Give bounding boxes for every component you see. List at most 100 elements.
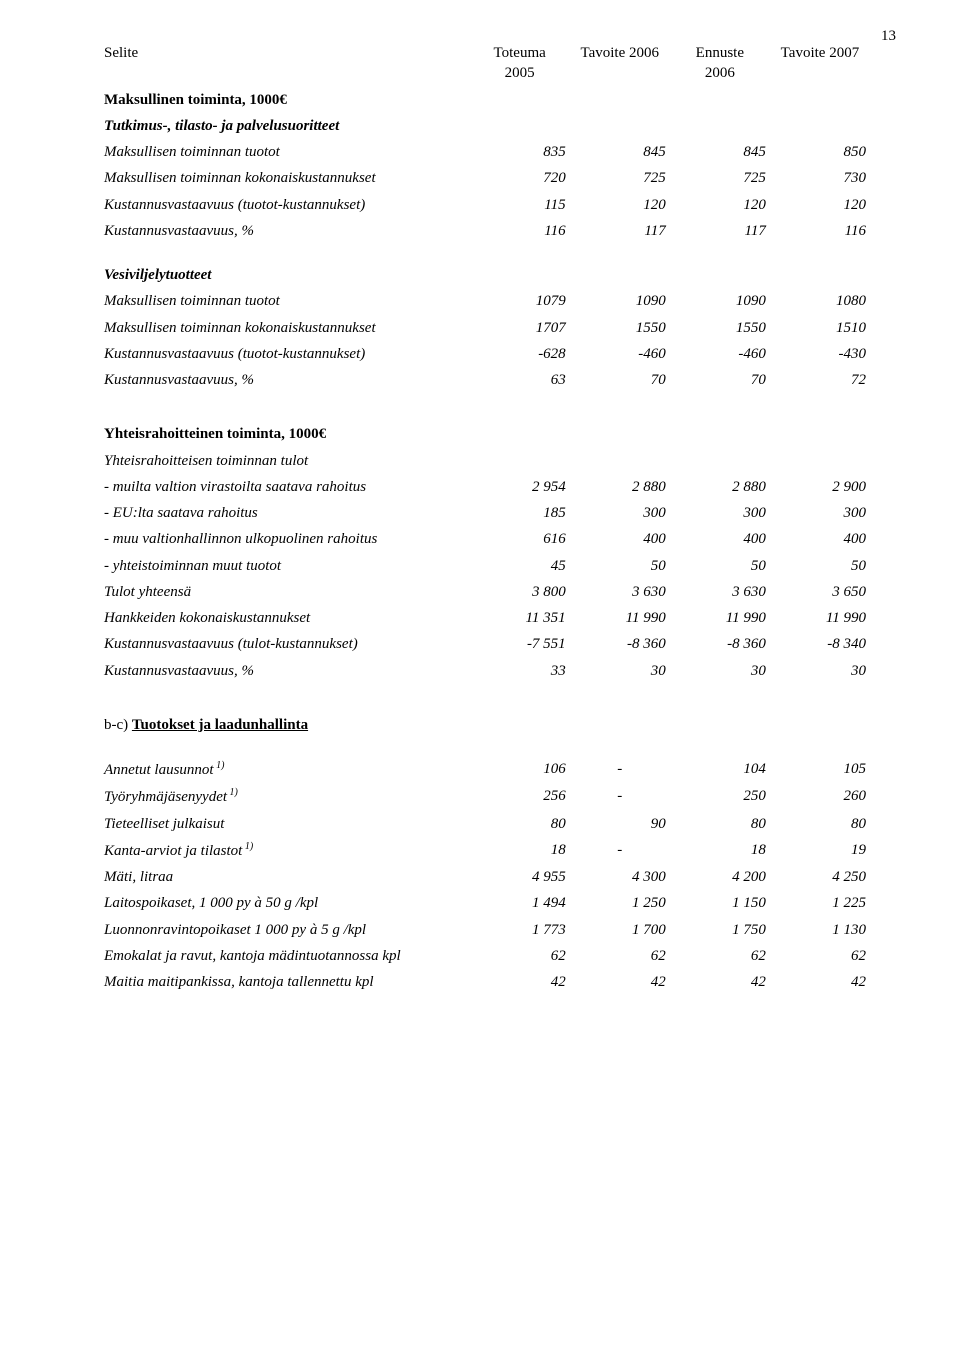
table-row: Kustannusvastaavuus, %116117117116 (100, 218, 870, 244)
row-value: 1 700 (570, 917, 670, 943)
row-value: 116 (770, 218, 870, 244)
row-label: Kustannusvastaavuus, % (100, 658, 470, 684)
row-value: 3 630 (570, 579, 670, 605)
header-col2: Tavoite 2006 (570, 40, 670, 87)
row-value: 1 225 (770, 890, 870, 916)
row-value: 63 (470, 367, 570, 393)
row-label: Tieteelliset julkaisut (100, 811, 470, 837)
row-label: Mäti, litraa (100, 864, 470, 890)
row-label: Annetut lausunnot 1) (100, 756, 470, 783)
row-value: 845 (670, 139, 770, 165)
page-number: 13 (881, 28, 896, 45)
row-value: 115 (470, 192, 570, 218)
row-value: 105 (770, 756, 870, 783)
row-value: -460 (670, 341, 770, 367)
row-value: 260 (770, 783, 870, 810)
row-value: 1090 (570, 288, 670, 314)
section-title-row: b-c) Tuotokset ja laadunhallinta (100, 712, 870, 738)
row-label: Kustannusvastaavuus, % (100, 218, 470, 244)
row-value: 104 (670, 756, 770, 783)
row-value: 3 800 (470, 579, 570, 605)
row-label: Kustannusvastaavuus (tuotot-kustannukset… (100, 192, 470, 218)
row-value: 850 (770, 139, 870, 165)
row-value: 80 (670, 811, 770, 837)
row-label: Työryhmäjäsenyydet 1) (100, 783, 470, 810)
row-value: 4 955 (470, 864, 570, 890)
row-value: 18 (470, 837, 570, 864)
row-value: 62 (470, 943, 570, 969)
row-value: 1 773 (470, 917, 570, 943)
row-value: 120 (670, 192, 770, 218)
row-value: 185 (470, 500, 570, 526)
row-value: 845 (570, 139, 670, 165)
table-row: - muilta valtion virastoilta saatava rah… (100, 474, 870, 500)
row-label: Kanta-arviot ja tilastot 1) (100, 837, 470, 864)
row-label: - muilta valtion virastoilta saatava rah… (100, 474, 470, 500)
header-col3: Ennuste2006 (670, 40, 770, 87)
row-label: Luonnonravintopoikaset 1 000 py à 5 g /k… (100, 917, 470, 943)
row-value: 120 (570, 192, 670, 218)
row-value: 62 (570, 943, 670, 969)
row-value: 2 880 (670, 474, 770, 500)
table-row: Hankkeiden kokonaiskustannukset11 35111 … (100, 605, 870, 631)
row-value: 1 250 (570, 890, 670, 916)
row-value: 11 990 (570, 605, 670, 631)
section-subtitle-row: Yhteisrahoitteisen toiminnan tulot (100, 448, 870, 474)
row-value: -8 360 (670, 631, 770, 657)
row-value: 30 (770, 658, 870, 684)
row-label: Hankkeiden kokonaiskustannukset (100, 605, 470, 631)
row-value: 1550 (670, 315, 770, 341)
row-value: 50 (670, 553, 770, 579)
row-label: Maksullisen toiminnan tuotot (100, 288, 470, 314)
row-value: 50 (770, 553, 870, 579)
row-value: 3 630 (670, 579, 770, 605)
row-value: 11 990 (670, 605, 770, 631)
section-subtitle: Yhteisrahoitteisen toiminnan tulot (100, 448, 470, 474)
table-row: Kustannusvastaavuus (tuotot-kustannukset… (100, 192, 870, 218)
row-value: 1 750 (670, 917, 770, 943)
table-row: Kustannusvastaavuus, %63707072 (100, 367, 870, 393)
section-subtitle: Tutkimus-, tilasto- ja palvelusuoritteet (100, 113, 470, 139)
row-value: 45 (470, 553, 570, 579)
row-value: -8 360 (570, 631, 670, 657)
row-value: 300 (770, 500, 870, 526)
row-label: Maitia maitipankissa, kantoja tallennett… (100, 969, 470, 995)
row-value: - (570, 837, 670, 864)
table-row: Tieteelliset julkaisut80908080 (100, 811, 870, 837)
data-table: Selite Toteuma2005 Tavoite 2006 Ennuste2… (100, 40, 870, 995)
row-label: Tulot yhteensä (100, 579, 470, 605)
header-col4: Tavoite 2007 (770, 40, 870, 87)
row-value: - (570, 783, 670, 810)
table-row: Kustannusvastaavuus (tulot-kustannukset)… (100, 631, 870, 657)
table-row: Mäti, litraa4 9554 3004 2004 250 (100, 864, 870, 890)
row-value: 1 494 (470, 890, 570, 916)
table-row: Tulot yhteensä3 8003 6303 6303 650 (100, 579, 870, 605)
row-label: - EU:lta saatava rahoitus (100, 500, 470, 526)
row-value: 1 150 (670, 890, 770, 916)
row-value: 120 (770, 192, 870, 218)
row-value: 42 (770, 969, 870, 995)
row-value: 30 (670, 658, 770, 684)
row-value: 725 (670, 165, 770, 191)
row-value: 50 (570, 553, 670, 579)
table-row: Työryhmäjäsenyydet 1)256-250260 (100, 783, 870, 810)
table-row: Maksullisen toiminnan kokonaiskustannuks… (100, 315, 870, 341)
row-value: 256 (470, 783, 570, 810)
table-row: - EU:lta saatava rahoitus185300300300 (100, 500, 870, 526)
row-value: 90 (570, 811, 670, 837)
row-value: 616 (470, 526, 570, 552)
row-value: 300 (670, 500, 770, 526)
row-value: 42 (570, 969, 670, 995)
section-title: Yhteisrahoitteinen toiminta, 1000€ (100, 421, 470, 447)
row-value: -7 551 (470, 631, 570, 657)
row-value: 62 (770, 943, 870, 969)
row-value: 116 (470, 218, 570, 244)
table-row: - muu valtionhallinnon ulkopuolinen raho… (100, 526, 870, 552)
row-label: Laitospoikaset, 1 000 py à 50 g /kpl (100, 890, 470, 916)
row-value: -628 (470, 341, 570, 367)
table-row: Kanta-arviot ja tilastot 1)18-1819 (100, 837, 870, 864)
row-value: 117 (670, 218, 770, 244)
table-row: Maksullisen toiminnan tuotot835845845850 (100, 139, 870, 165)
row-label: Maksullisen toiminnan tuotot (100, 139, 470, 165)
section-title: Maksullinen toiminta, 1000€ (100, 87, 470, 113)
